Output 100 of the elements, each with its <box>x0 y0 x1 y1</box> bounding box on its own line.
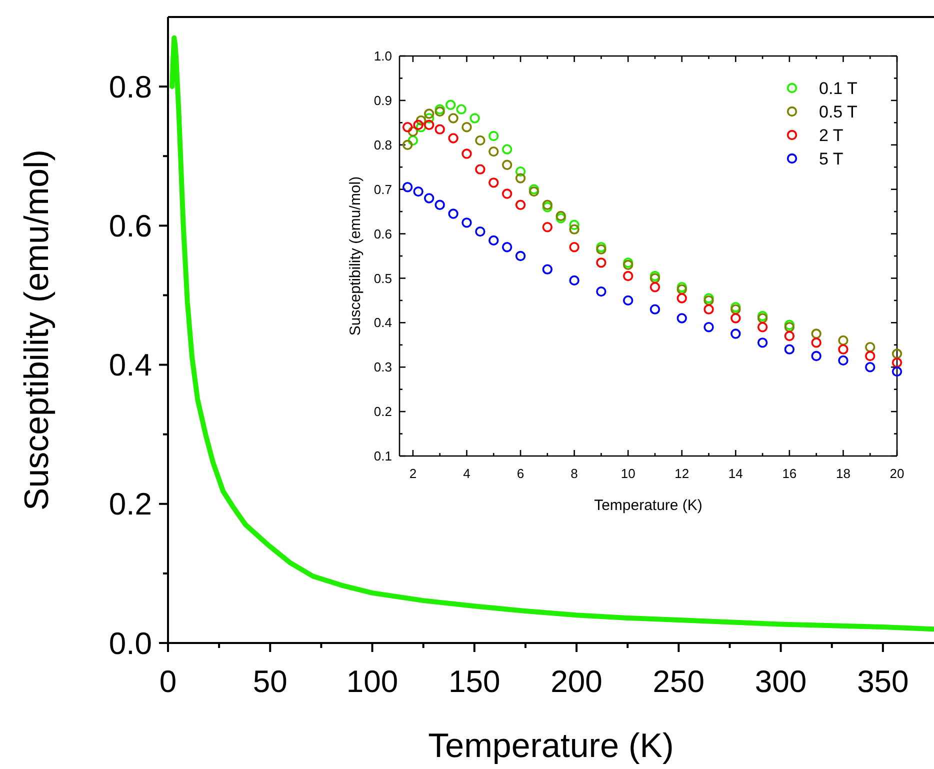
legend-label: 0.1 T <box>819 78 858 98</box>
y-tick-label: 0.0 <box>108 626 152 661</box>
point <box>416 122 426 132</box>
y-tick-label: 0.6 <box>108 208 152 244</box>
legend-label: 2 T <box>819 126 844 145</box>
point <box>757 310 768 322</box>
x-tick-label: 6 <box>516 466 524 481</box>
point <box>542 200 553 210</box>
point <box>528 186 540 197</box>
point <box>650 273 660 284</box>
point <box>892 348 902 359</box>
y-tick-label: 0.1 <box>374 448 392 464</box>
x-tick-label: 4 <box>463 466 470 481</box>
point <box>424 108 434 119</box>
y-tick-label: 0.3 <box>374 360 392 375</box>
y-tick-label: 0.4 <box>108 348 152 383</box>
point <box>704 304 714 314</box>
x-tick-label: 300 <box>754 664 807 699</box>
point <box>413 120 424 130</box>
point <box>502 242 512 252</box>
point <box>448 208 458 219</box>
point <box>865 350 876 362</box>
point <box>757 322 768 332</box>
point <box>892 366 902 377</box>
point <box>784 322 795 332</box>
point <box>892 358 902 368</box>
y-axis-title: Susceptibility (emu/mol) <box>18 150 56 510</box>
point <box>502 188 512 199</box>
point <box>650 270 660 282</box>
point <box>424 193 434 204</box>
point <box>676 313 687 324</box>
y-tick-label: 0.6 <box>374 226 392 242</box>
point <box>704 295 714 306</box>
point <box>402 122 413 132</box>
point <box>515 250 526 262</box>
point <box>811 338 822 348</box>
y-tick-label: 0.4 <box>374 315 392 330</box>
point <box>515 200 526 210</box>
point <box>704 293 714 304</box>
y-tick-label: 0.8 <box>108 69 152 104</box>
point <box>434 124 445 134</box>
y-tick-label: 0.5 <box>374 270 392 286</box>
point <box>448 133 458 144</box>
x-tick-label: 12 <box>674 466 690 481</box>
point <box>462 122 472 132</box>
point <box>542 202 553 212</box>
point <box>757 313 768 324</box>
point <box>556 210 566 222</box>
point <box>515 166 526 177</box>
x-tick-label: 350 <box>857 664 909 699</box>
point <box>730 313 741 324</box>
point <box>784 320 795 330</box>
point <box>462 148 472 159</box>
point <box>402 182 413 192</box>
point <box>424 120 434 130</box>
point <box>502 160 512 170</box>
point <box>488 235 499 246</box>
point <box>596 258 606 268</box>
x-tick-label: 100 <box>346 664 398 699</box>
point <box>475 164 486 174</box>
x-tick-label: 200 <box>550 664 602 699</box>
point <box>434 104 445 114</box>
y-tick-label: 0.2 <box>108 486 152 522</box>
x-axis-title: Temperature (K) <box>428 727 674 765</box>
x-tick-label: 16 <box>782 466 797 481</box>
y-axis-title: Susceptibility (emu/mol) <box>347 176 364 336</box>
point <box>488 130 499 142</box>
point <box>650 304 660 314</box>
point <box>838 355 848 366</box>
point <box>650 282 660 292</box>
x-tick-label: 250 <box>652 664 705 699</box>
point <box>515 173 526 184</box>
point <box>784 330 795 342</box>
point <box>865 362 876 372</box>
y-tick-label: 0.8 <box>374 137 392 152</box>
y-tick-label: 0.2 <box>374 404 392 420</box>
point <box>502 144 512 154</box>
x-tick-label: 14 <box>728 466 743 481</box>
point <box>622 295 634 306</box>
point <box>569 275 580 286</box>
point <box>475 226 486 237</box>
point <box>542 222 553 232</box>
x-tick-label: 150 <box>448 664 500 699</box>
point <box>838 344 848 354</box>
point <box>413 186 424 197</box>
point <box>402 140 413 150</box>
x-tick-label: 50 <box>252 664 288 699</box>
point <box>622 270 634 282</box>
point <box>704 322 714 332</box>
y-tick-label: 0.7 <box>374 182 392 197</box>
point <box>470 113 480 124</box>
point <box>434 200 445 210</box>
x-tick-label: 0 <box>159 664 177 699</box>
x-tick-label: 8 <box>570 466 578 481</box>
x-tick-label: 10 <box>620 466 636 481</box>
point <box>424 113 434 124</box>
point <box>434 106 445 117</box>
point <box>488 178 499 188</box>
point <box>596 286 606 297</box>
point <box>528 184 540 194</box>
